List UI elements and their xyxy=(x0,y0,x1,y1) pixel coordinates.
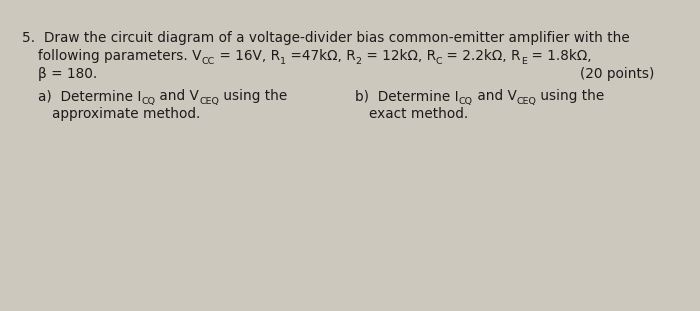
Text: approximate method.: approximate method. xyxy=(52,107,200,121)
Text: and V: and V xyxy=(155,89,200,103)
Text: 5.  Draw the circuit diagram of a voltage-divider bias common-emitter amplifier : 5. Draw the circuit diagram of a voltage… xyxy=(22,31,630,45)
Text: b)  Determine I: b) Determine I xyxy=(355,89,458,103)
Text: = 16V, R: = 16V, R xyxy=(215,49,280,63)
Text: CQ: CQ xyxy=(141,97,155,106)
Text: = 1.8kΩ,: = 1.8kΩ, xyxy=(526,49,592,63)
Text: exact method.: exact method. xyxy=(369,107,468,121)
Text: (20 points): (20 points) xyxy=(580,67,654,81)
Text: 1: 1 xyxy=(280,57,286,66)
Text: and V: and V xyxy=(473,89,517,103)
Text: =47kΩ, R: =47kΩ, R xyxy=(286,49,356,63)
Text: CEQ: CEQ xyxy=(199,97,219,106)
Text: using the: using the xyxy=(536,89,605,103)
Text: C: C xyxy=(435,57,442,66)
Text: following parameters. V: following parameters. V xyxy=(38,49,202,63)
Text: a)  Determine I: a) Determine I xyxy=(38,89,141,103)
Text: using the: using the xyxy=(219,89,288,103)
Text: CEQ: CEQ xyxy=(517,97,536,106)
Text: β = 180.: β = 180. xyxy=(38,67,97,81)
Text: CC: CC xyxy=(202,57,215,66)
Text: E: E xyxy=(521,57,526,66)
Text: = 2.2kΩ, R: = 2.2kΩ, R xyxy=(442,49,521,63)
Text: 2: 2 xyxy=(356,57,362,66)
Text: CQ: CQ xyxy=(458,97,472,106)
Text: = 12kΩ, R: = 12kΩ, R xyxy=(362,49,435,63)
